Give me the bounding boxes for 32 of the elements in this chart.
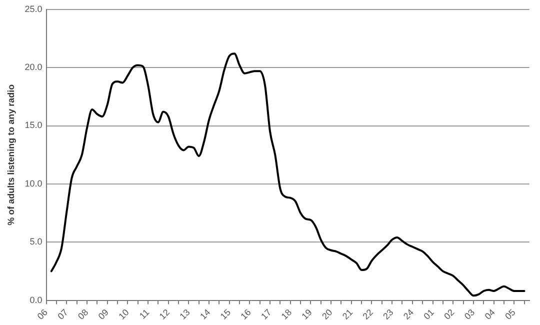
x-tick-label: 19	[300, 307, 314, 322]
x-tick-label: 02	[442, 307, 456, 322]
x-tick-label: 05	[503, 307, 518, 322]
x-tick-label: 16	[238, 307, 253, 322]
x-tick-label: 20	[320, 307, 334, 322]
x-tick-label: 21	[340, 307, 355, 322]
y-axis-title: % of adults listening to any radio	[6, 84, 16, 226]
x-tick-label: 23	[381, 307, 396, 322]
y-tick-label: 0.0	[30, 294, 42, 305]
x-tick-label: 14	[198, 307, 212, 322]
x-tick-label: 24	[401, 307, 416, 322]
x-tick-label: 09	[96, 307, 111, 322]
y-tick-label: 10.0	[24, 178, 42, 188]
x-tick-label: 17	[259, 307, 274, 322]
x-tick-label: 11	[138, 307, 152, 321]
x-tick-label: 07	[56, 307, 70, 322]
x-tick-label: 18	[279, 307, 294, 322]
x-tick-label: 01	[422, 307, 436, 322]
x-tick-label: 08	[76, 307, 90, 322]
x-tick-label: 03	[462, 307, 477, 322]
y-tick-label: 20.0	[24, 62, 42, 72]
line-series	[50, 52, 526, 297]
x-tick-label: 04	[482, 307, 497, 322]
x-tick-label: 15	[218, 307, 233, 322]
x-tick-label: 22	[360, 307, 375, 322]
x-tick-label: 13	[178, 307, 192, 322]
y-tick-label: 5.0	[30, 236, 42, 247]
x-tick-label: 10	[116, 307, 131, 322]
y-tick-label: 15.0	[24, 120, 42, 130]
y-tick-label: 25.0	[24, 4, 42, 14]
x-tick-label: 06	[35, 307, 50, 322]
x-tick-label: 12	[157, 307, 172, 322]
